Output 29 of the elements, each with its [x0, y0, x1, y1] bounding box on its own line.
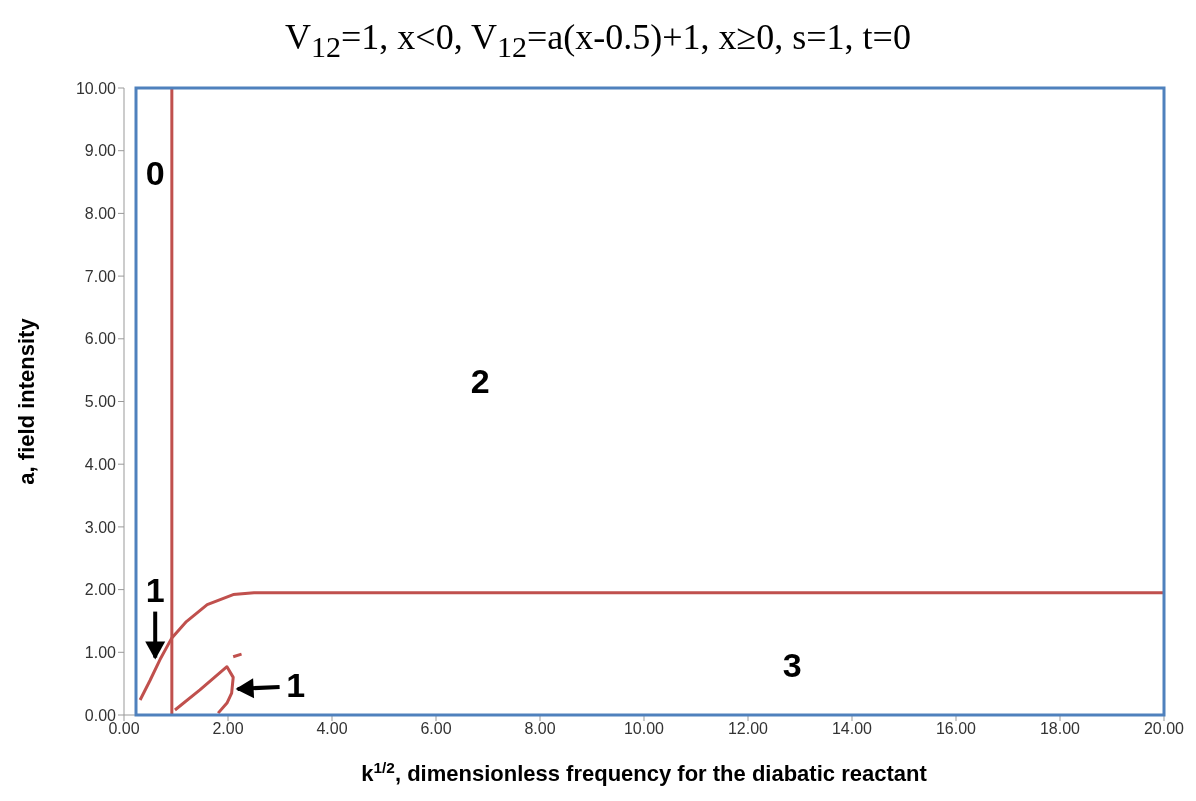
x-tick-label: 2.00 — [212, 720, 244, 738]
y-axis-title: a, field intensity — [14, 317, 39, 485]
y-tick-label: 7.00 — [84, 267, 117, 285]
y-tick-label: 10.00 — [75, 79, 117, 97]
annotation: 1 — [145, 570, 165, 609]
y-tick-label: 9.00 — [84, 142, 117, 160]
x-tick-label: 18.00 — [1039, 720, 1081, 738]
x-tick-label: 8.00 — [524, 720, 556, 738]
x-axis-title: k$^{1/2}$, dimensionless frequency for the diabatic reactant — [361, 758, 928, 786]
y-tick-label: 1.00 — [84, 643, 117, 661]
x-tick-label: 0.00 — [108, 720, 140, 738]
x-tick-label: 10.00 — [623, 720, 665, 738]
x-tick-label: 12.00 — [727, 720, 769, 738]
y-tick-label: 6.00 — [84, 330, 117, 348]
y-tick-label: 4.00 — [84, 455, 117, 473]
annotation: 3 — [782, 645, 802, 684]
chart-title: V$_{12}$=1, x<0, V$_{12}$=a(x-0.5)+1, x≥0, s=1, t=0 — [284, 16, 912, 65]
annotation: 2 — [470, 361, 490, 400]
y-tick-label: 3.00 — [84, 518, 117, 536]
x-tick-label: 20.00 — [1143, 720, 1185, 738]
y-tick-label: 5.00 — [84, 393, 117, 411]
annotation: 1 — [286, 665, 306, 704]
y-tick-label: 8.00 — [84, 205, 117, 223]
x-tick-label: 16.00 — [935, 720, 977, 738]
x-tick-label: 4.00 — [316, 720, 348, 738]
x-tick-label: 6.00 — [420, 720, 452, 738]
x-tick-label: 14.00 — [831, 720, 873, 738]
y-tick-label: 2.00 — [84, 581, 117, 599]
annotation: 0 — [145, 153, 165, 192]
